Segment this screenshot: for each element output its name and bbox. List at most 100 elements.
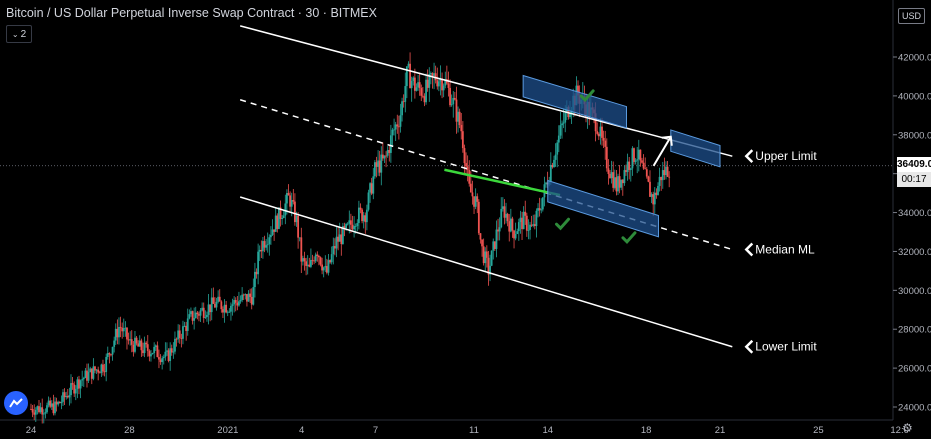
candle-body	[473, 196, 475, 207]
channel-line-upper[interactable]	[239, 25, 733, 157]
candle-body	[655, 192, 658, 195]
candle-body	[92, 366, 95, 379]
candle-body	[521, 217, 523, 230]
time-axis-tick-label: 4	[299, 425, 304, 436]
candle-body	[36, 406, 39, 410]
candle-body	[63, 392, 66, 398]
candle-body	[404, 86, 407, 102]
candle-body	[278, 207, 280, 229]
candle-body	[127, 339, 130, 341]
candle-body	[652, 194, 655, 205]
indicator-toggle-button[interactable]: ⌄ 2	[6, 25, 32, 43]
currency-badge[interactable]: USD	[898, 8, 926, 24]
candle-body	[255, 271, 258, 275]
candle-body	[468, 169, 471, 184]
candle-body	[166, 350, 168, 352]
candle-body	[124, 327, 127, 329]
candle-body	[66, 396, 69, 398]
candle-body	[607, 168, 610, 174]
channel-line-lower[interactable]	[239, 196, 733, 348]
chart-title: Bitcoin / US Dollar Perpetual Inverse Sw…	[6, 6, 377, 20]
settings-gear-icon[interactable]: ⚙	[902, 421, 913, 435]
candle-body	[421, 95, 424, 97]
candle-body	[405, 66, 408, 87]
candle-body	[116, 328, 119, 338]
candle-body	[233, 300, 236, 305]
candle-body	[530, 224, 533, 226]
tradingview-logo-icon[interactable]	[4, 391, 28, 415]
candle-body	[465, 163, 467, 167]
candle-body	[266, 244, 269, 246]
highlight-box[interactable]	[522, 74, 627, 129]
candle-body	[474, 196, 477, 207]
candle-body	[335, 236, 338, 249]
candle-body	[98, 372, 101, 374]
highlight-box[interactable]	[670, 129, 721, 168]
candle-body	[305, 261, 308, 266]
candle-body	[242, 294, 245, 296]
candle-body	[151, 353, 154, 355]
median-highlight-segment[interactable]	[444, 168, 561, 197]
candle-body	[351, 224, 354, 230]
candle-body	[47, 400, 50, 406]
candle-body	[50, 403, 53, 407]
candle-body	[463, 148, 466, 164]
candle-body	[626, 161, 629, 173]
candle-body	[471, 192, 474, 197]
time-axis-tick-label: 21	[715, 425, 726, 436]
candle-body	[100, 364, 103, 373]
candle-body	[514, 233, 517, 239]
candle-body	[74, 388, 77, 394]
candle-body	[246, 294, 248, 302]
candle-body	[183, 325, 186, 327]
candle-body	[663, 170, 666, 176]
candle-body	[225, 304, 228, 313]
price-axis-tick-label: 42000.0	[898, 53, 931, 64]
candle-body	[396, 124, 399, 127]
candle-body	[378, 160, 381, 173]
candle-body	[265, 245, 268, 248]
time-axis-tick-label: 18	[641, 425, 652, 436]
candle-body	[297, 215, 300, 238]
candle-body	[210, 297, 213, 313]
candle-body	[295, 215, 298, 223]
candle-body	[476, 196, 479, 202]
channel-line-median[interactable]	[239, 99, 733, 251]
candle-body	[461, 131, 464, 149]
candle-body	[522, 211, 525, 230]
candle-body	[130, 339, 133, 345]
candle-body	[206, 314, 208, 318]
candle-body	[500, 208, 503, 228]
candle-body	[284, 203, 287, 216]
candle-body	[594, 113, 597, 132]
candle-body	[359, 207, 362, 210]
candle-body	[429, 73, 432, 75]
candle-body	[145, 342, 148, 345]
candle-body	[201, 307, 204, 311]
candle-body	[263, 241, 266, 248]
candle-body	[495, 229, 498, 249]
candle-body	[68, 395, 71, 398]
arrow-line[interactable]	[652, 136, 672, 167]
candle-body	[273, 229, 276, 232]
candle-body	[42, 413, 45, 415]
candle-body	[658, 176, 661, 186]
candle-body	[271, 229, 274, 235]
candle-body	[649, 181, 651, 197]
candle-body	[319, 257, 322, 265]
candle-body	[247, 293, 250, 302]
candle-body	[641, 160, 643, 163]
candle-body	[356, 223, 359, 227]
candle-body	[444, 79, 447, 86]
candle-body	[425, 79, 427, 103]
candle-body	[564, 112, 567, 123]
highlight-box[interactable]	[547, 179, 659, 238]
candle-body	[629, 168, 632, 170]
candle-body	[410, 80, 413, 89]
candle-body	[215, 301, 218, 308]
candle-body	[196, 312, 199, 315]
candle-body	[362, 215, 365, 222]
candle-body	[610, 172, 613, 178]
candle-body	[545, 182, 547, 185]
